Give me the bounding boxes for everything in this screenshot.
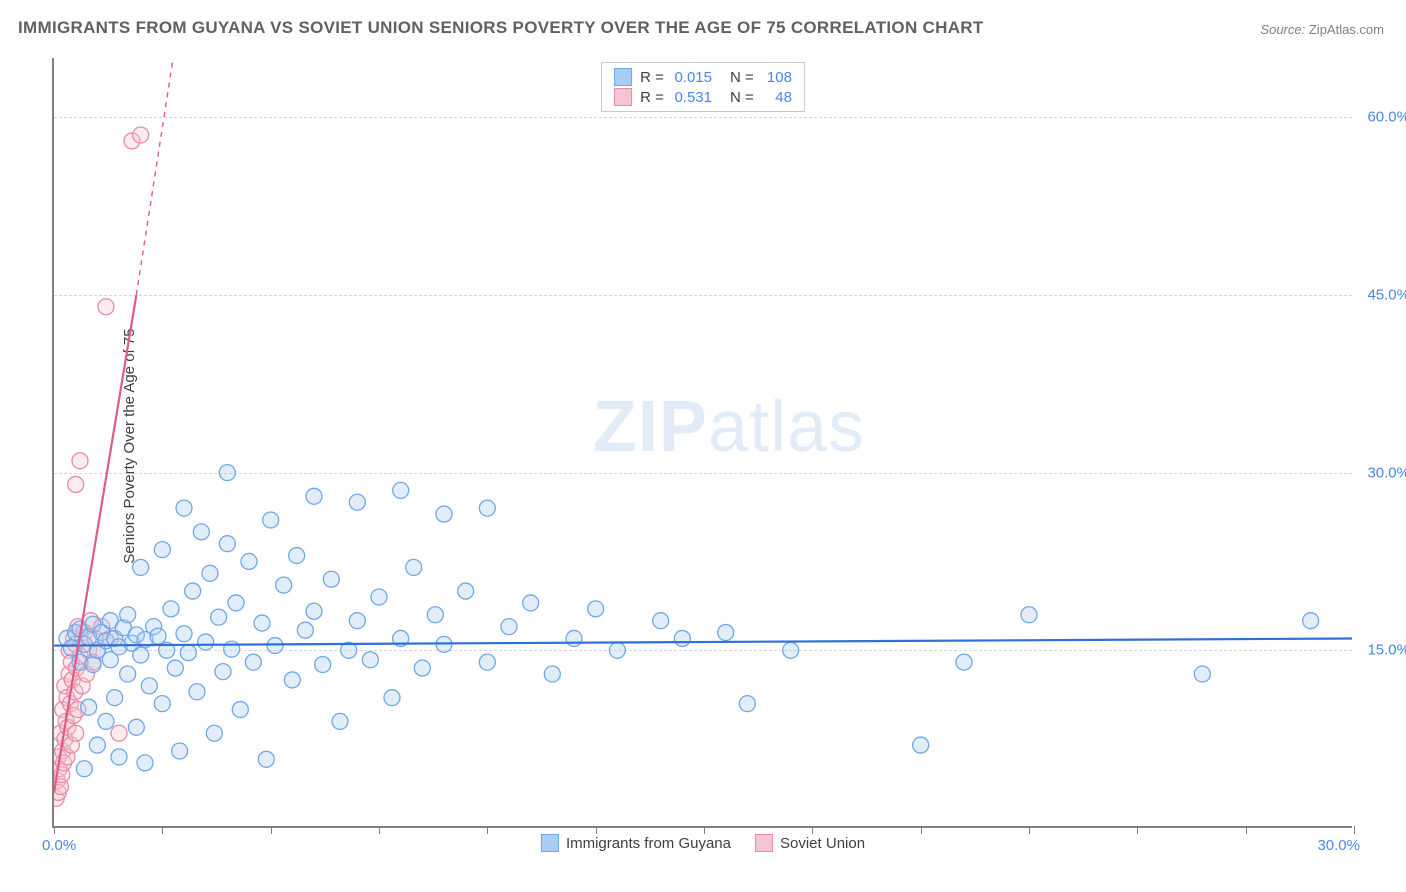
swatch-series-b — [614, 88, 632, 106]
swatch-series-a — [541, 834, 559, 852]
legend-stats-row-b: R = 0.531 N = 48 — [614, 87, 792, 107]
legend-stats: R = 0.015 N = 108 R = 0.531 N = 48 — [601, 62, 805, 112]
r-value-a: 0.015 — [668, 69, 712, 86]
swatch-series-b — [755, 834, 773, 852]
plot-area: ZIPatlas 15.0%30.0%45.0%60.0% 0.0% 30.0%… — [52, 58, 1352, 828]
scatter-svg — [54, 58, 1352, 826]
legend-series: Immigrants from Guyana Soviet Union — [541, 834, 865, 852]
y-tick-label: 30.0% — [1367, 464, 1406, 481]
swatch-series-a — [614, 68, 632, 86]
r-label: R = — [640, 89, 664, 106]
source-label: Source: — [1260, 22, 1305, 37]
source-attribution: Source: ZipAtlas.com — [1260, 22, 1384, 37]
chart-title: IMMIGRANTS FROM GUYANA VS SOVIET UNION S… — [18, 18, 984, 38]
series-b-label: Soviet Union — [780, 835, 865, 852]
r-value-b: 0.531 — [668, 89, 712, 106]
legend-item-b: Soviet Union — [755, 834, 865, 852]
n-label: N = — [730, 69, 754, 86]
x-end-label: 30.0% — [1317, 837, 1360, 854]
legend-stats-row-a: R = 0.015 N = 108 — [614, 67, 792, 87]
r-label: R = — [640, 69, 664, 86]
y-tick-label: 15.0% — [1367, 642, 1406, 659]
y-tick-label: 60.0% — [1367, 109, 1406, 126]
y-tick-label: 45.0% — [1367, 286, 1406, 303]
source-value: ZipAtlas.com — [1309, 22, 1384, 37]
legend-item-a: Immigrants from Guyana — [541, 834, 731, 852]
n-value-b: 48 — [758, 89, 792, 106]
n-value-a: 108 — [758, 69, 792, 86]
series-a-label: Immigrants from Guyana — [566, 835, 731, 852]
n-label: N = — [730, 89, 754, 106]
x-origin-label: 0.0% — [42, 837, 76, 854]
